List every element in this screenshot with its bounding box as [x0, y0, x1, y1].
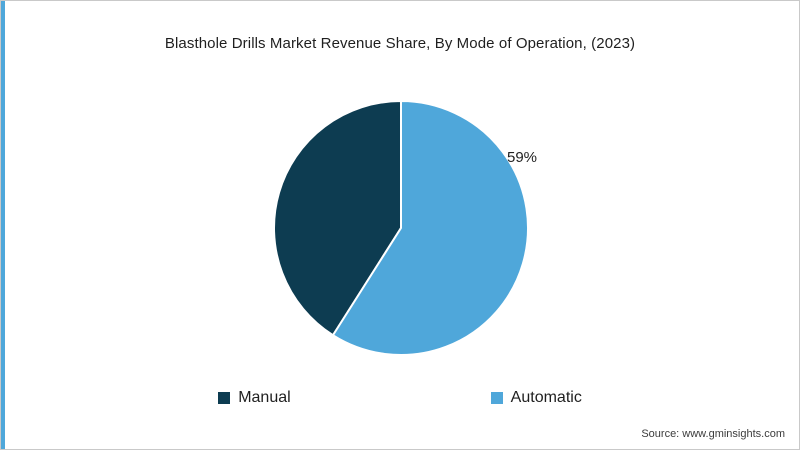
legend-swatch-automatic: [490, 392, 503, 404]
legend-item-manual: Manual: [218, 389, 291, 407]
legend: Manual Automatic: [1, 389, 799, 407]
source-text: Source: www.gminsights.com: [641, 428, 785, 440]
legend-swatch-manual: [218, 392, 231, 404]
pie-chart: [273, 100, 529, 356]
left-accent-bar: [1, 1, 5, 449]
legend-label-manual: Manual: [238, 389, 291, 406]
legend-label-automatic: Automatic: [510, 389, 582, 406]
data-label-automatic: 59%: [507, 149, 538, 166]
legend-item-automatic: Automatic: [490, 389, 582, 407]
chart-title: Blasthole Drills Market Revenue Share, B…: [164, 35, 636, 52]
pie-slice-automatic: [331, 100, 529, 356]
